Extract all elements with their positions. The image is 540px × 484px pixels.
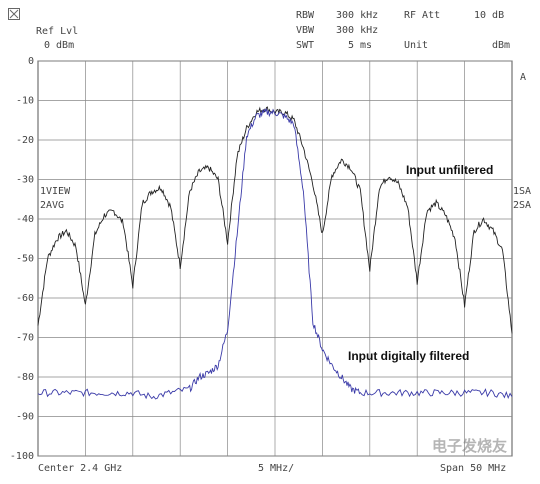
trace-2-sa-label: 2SA xyxy=(513,200,532,211)
y-tick-label: -20 xyxy=(16,135,34,146)
watermark-text: 电子发烧友 xyxy=(432,437,508,455)
y-tick-label: -40 xyxy=(16,214,34,225)
span-per-division-label: 5 MHz/ xyxy=(258,463,295,474)
trace-1-sa-label: 1SA xyxy=(513,186,532,197)
y-tick-label: -80 xyxy=(16,372,34,383)
y-tick-label: -50 xyxy=(16,254,34,265)
y-tick-label: -60 xyxy=(16,293,34,304)
unit-label: Unit xyxy=(404,40,429,51)
vbw-label: VBW xyxy=(296,25,315,36)
logo-icon xyxy=(8,8,20,20)
trace-input-digitally-filtered xyxy=(37,107,513,400)
y-tick-label: 0 xyxy=(28,56,34,67)
y-tick-labels: 0 -10 -20 -30 -40 -50 -60 -70 -80 -90 -100 xyxy=(10,56,34,462)
center-frequency-label: Center 2.4 GHz xyxy=(38,463,123,474)
y-tick-label: -100 xyxy=(10,451,34,462)
rf-att-label: RF Att xyxy=(404,10,441,21)
swt-value: 5 ms xyxy=(348,40,373,51)
unit-value: dBm xyxy=(492,40,511,51)
span-label: Span 50 MHz xyxy=(440,463,507,474)
corner-marker-a: A xyxy=(520,72,527,83)
rf-att-value: 10 dB xyxy=(474,10,505,21)
vbw-value: 300 kHz xyxy=(336,25,379,36)
y-tick-label: -90 xyxy=(16,412,34,423)
annotation-input-unfiltered: Input unfiltered xyxy=(406,163,494,177)
swt-label: SWT xyxy=(296,40,315,51)
plot-grid xyxy=(37,60,513,457)
y-tick-label: -70 xyxy=(16,333,34,344)
rbw-value: 300 kHz xyxy=(336,10,379,21)
rbw-label: RBW xyxy=(296,10,315,21)
watermark-logo: 电子发烧友 xyxy=(432,435,507,456)
annotation-input-digitally-filtered: Input digitally filtered xyxy=(348,349,470,363)
traces xyxy=(37,106,513,400)
ref-level-label: Ref Lvl xyxy=(36,26,79,37)
y-tick-label: -30 xyxy=(16,175,34,186)
trace-avg-label: 2AVG xyxy=(40,200,65,211)
ref-level-value: 0 dBm xyxy=(44,40,75,51)
y-tick-label: -10 xyxy=(16,96,34,107)
trace-view-label: 1VIEW xyxy=(40,186,71,197)
